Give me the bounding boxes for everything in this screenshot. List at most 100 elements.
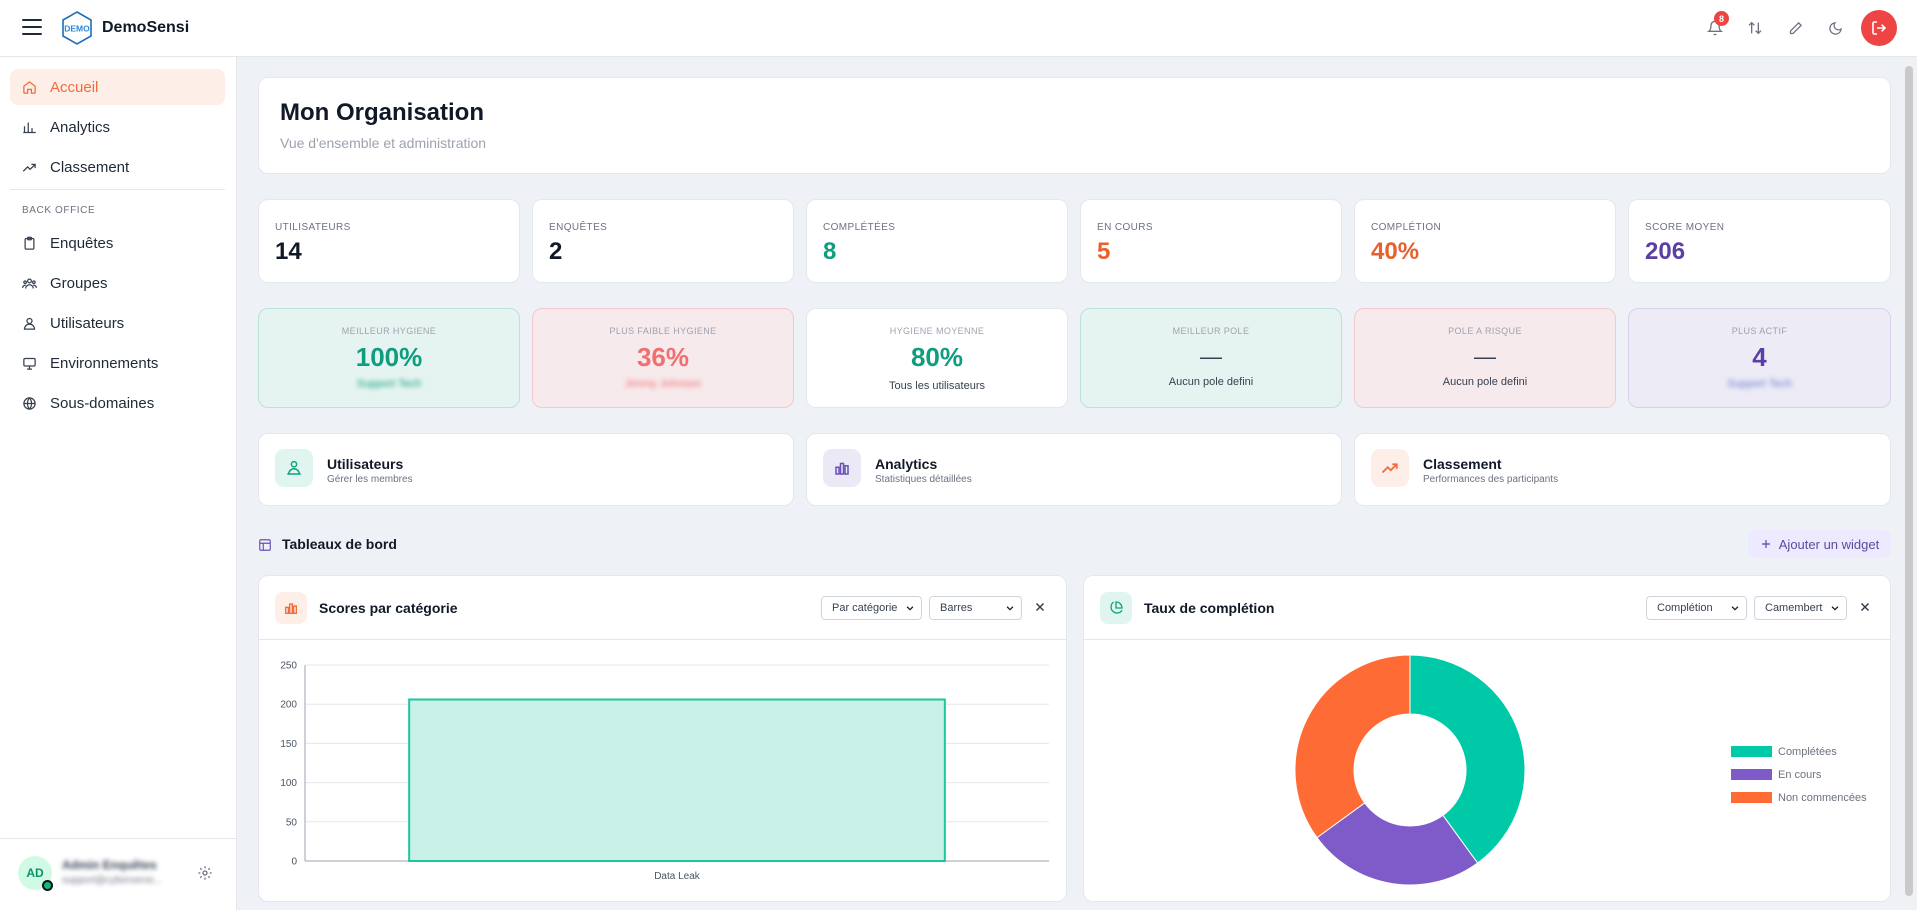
widget-title: Scores par catégorie [319, 600, 458, 616]
logo-icon: DEMO [62, 11, 92, 45]
pie-slice[interactable] [1294, 654, 1411, 839]
avatar[interactable]: AD [18, 856, 53, 891]
sidebar-item-environnements[interactable]: Environnements [10, 345, 225, 381]
hygiene-sub: Support Tech [1727, 378, 1792, 390]
theme-toggle-button[interactable] [1815, 10, 1855, 46]
hygiene-label: PLUS FAIBLE HYGIENE [609, 326, 717, 336]
users-icon [275, 449, 313, 487]
stat-label: UTILISATEURS [275, 222, 351, 233]
pie-slice[interactable] [1409, 654, 1526, 864]
top-bar: DEMO DemoSensi 8 [0, 0, 1917, 57]
sidebar-divider [10, 189, 225, 190]
stat-label: COMPLÉTÉES [823, 222, 896, 233]
notifications-button[interactable]: 8 [1695, 10, 1735, 46]
stat-card-completion: COMPLÉTION 40% [1354, 199, 1616, 283]
plus-icon [1761, 540, 1770, 548]
metric-select[interactable]: Complétion [1646, 596, 1747, 620]
notification-badge: 8 [1714, 11, 1729, 26]
hygiene-value: — [1474, 344, 1496, 369]
sidebar-item-classement[interactable]: Classement [10, 149, 225, 185]
trending-up-icon [1371, 449, 1409, 487]
section-label-back-office: BACK OFFICE [22, 205, 96, 216]
hygiene-value: — [1200, 344, 1222, 369]
bar-chart-icon [275, 592, 307, 624]
sidebar-item-label: Groupes [50, 274, 108, 292]
pie-chart [1294, 654, 1526, 886]
sidebar-item-label: Analytics [50, 118, 111, 136]
logo-text: DEMO [64, 24, 90, 34]
chart-type-select[interactable]: Barres [929, 596, 1022, 620]
user-panel: AD Admin Enquêtes support@cybersensi... [0, 838, 237, 910]
page-scrollbar[interactable] [1905, 60, 1915, 906]
logout-button[interactable] [1861, 10, 1897, 46]
chevron-down-icon [1731, 606, 1739, 611]
hygiene-card-moyenne: HYGIENE MOYENNE 80% Tous les utilisateur… [806, 308, 1068, 408]
quick-link-title: Utilisateurs [327, 456, 404, 472]
stat-card-en-cours: EN COURS 5 [1080, 199, 1342, 283]
x-tick-label: Data Leak [654, 871, 701, 882]
pencil-icon [1789, 21, 1802, 34]
y-tick-label: 50 [286, 817, 298, 828]
y-tick-label: 250 [280, 661, 297, 672]
select-value: Complétion [1657, 602, 1713, 614]
scrollbar-thumb[interactable] [1905, 66, 1913, 896]
sidebar-item-accueil[interactable]: Accueil [10, 69, 225, 105]
sidebar-item-label: Environnements [50, 354, 159, 372]
quick-link-classement[interactable]: Classement Performances des participants [1354, 433, 1891, 506]
stat-card-utilisateurs: UTILISATEURS 14 [258, 199, 520, 283]
sidebar-item-label: Utilisateurs [50, 314, 125, 332]
chevron-down-icon [1831, 606, 1839, 611]
y-tick-label: 200 [280, 700, 297, 711]
add-widget-button[interactable]: Ajouter un widget [1748, 530, 1891, 558]
gear-icon[interactable] [197, 865, 213, 881]
group-by-select[interactable]: Par catégorie [821, 596, 922, 620]
bar[interactable] [408, 698, 946, 862]
quick-link-subtitle: Performances des participants [1423, 474, 1559, 485]
user-email: support@cybersensi... [62, 875, 162, 886]
stat-label: SCORE MOYEN [1645, 222, 1725, 233]
pie-chart-icon [1100, 592, 1132, 624]
sidebar-item-label: Sous-domaines [50, 394, 155, 412]
online-status-dot [42, 880, 53, 891]
sidebar-item-utilisateurs[interactable]: Utilisateurs [10, 305, 225, 341]
pie-legend: Complétées En cours Non commencées [1731, 740, 1867, 809]
hygiene-value: 100% [355, 342, 423, 372]
edit-button[interactable] [1775, 10, 1815, 46]
page-subtitle: Vue d'ensemble et administration [280, 135, 487, 151]
stat-card-completees: COMPLÉTÉES 8 [806, 199, 1068, 283]
legend-item[interactable]: Complétées [1731, 740, 1867, 763]
hygiene-label: PLUS ACTIF [1731, 326, 1788, 336]
quick-link-subtitle: Statistiques détaillées [875, 474, 972, 485]
widget-title: Taux de complétion [1144, 600, 1275, 616]
chart-type-select[interactable]: Camembert [1754, 596, 1847, 620]
quick-link-subtitle: Gérer les membres [327, 474, 413, 485]
sidebar-item-groupes[interactable]: Groupes [10, 265, 225, 301]
y-tick-label: 0 [291, 857, 297, 868]
pie-slice[interactable] [1316, 802, 1479, 886]
stat-label: ENQUÊTES [549, 222, 608, 233]
sync-button[interactable] [1735, 10, 1775, 46]
hygiene-sub: Support Tech [356, 378, 422, 390]
legend-item[interactable]: En cours [1731, 763, 1867, 786]
quick-link-analytics[interactable]: Analytics Statistiques détaillées [806, 433, 1342, 506]
hygiene-card-meilleur: MEILLEUR HYGIENE 100% Support Tech [258, 308, 520, 408]
sidebar-item-label: Classement [50, 158, 130, 176]
close-icon[interactable] [1033, 600, 1047, 614]
stat-value: 14 [275, 238, 302, 265]
sidebar-item-sous-domaines[interactable]: Sous-domaines [10, 385, 225, 421]
menu-toggle-icon[interactable] [22, 19, 42, 37]
legend-swatch [1731, 792, 1772, 803]
user-icon [23, 317, 36, 330]
select-value: Barres [940, 602, 973, 614]
sidebar-item-enquetes[interactable]: Enquêtes [10, 225, 225, 261]
stat-value: 8 [823, 238, 837, 265]
stat-value: 5 [1097, 238, 1111, 265]
close-icon[interactable] [1858, 600, 1872, 614]
quick-link-title: Classement [1423, 456, 1502, 472]
hygiene-label: HYGIENE MOYENNE [889, 326, 985, 336]
quick-link-utilisateurs[interactable]: Utilisateurs Gérer les membres [258, 433, 794, 506]
hygiene-card-plus-actif: PLUS ACTIF 4 Support Tech [1628, 308, 1891, 408]
globe-icon [23, 396, 36, 410]
sidebar-item-analytics[interactable]: Analytics [10, 109, 225, 145]
legend-item[interactable]: Non commencées [1731, 786, 1867, 809]
